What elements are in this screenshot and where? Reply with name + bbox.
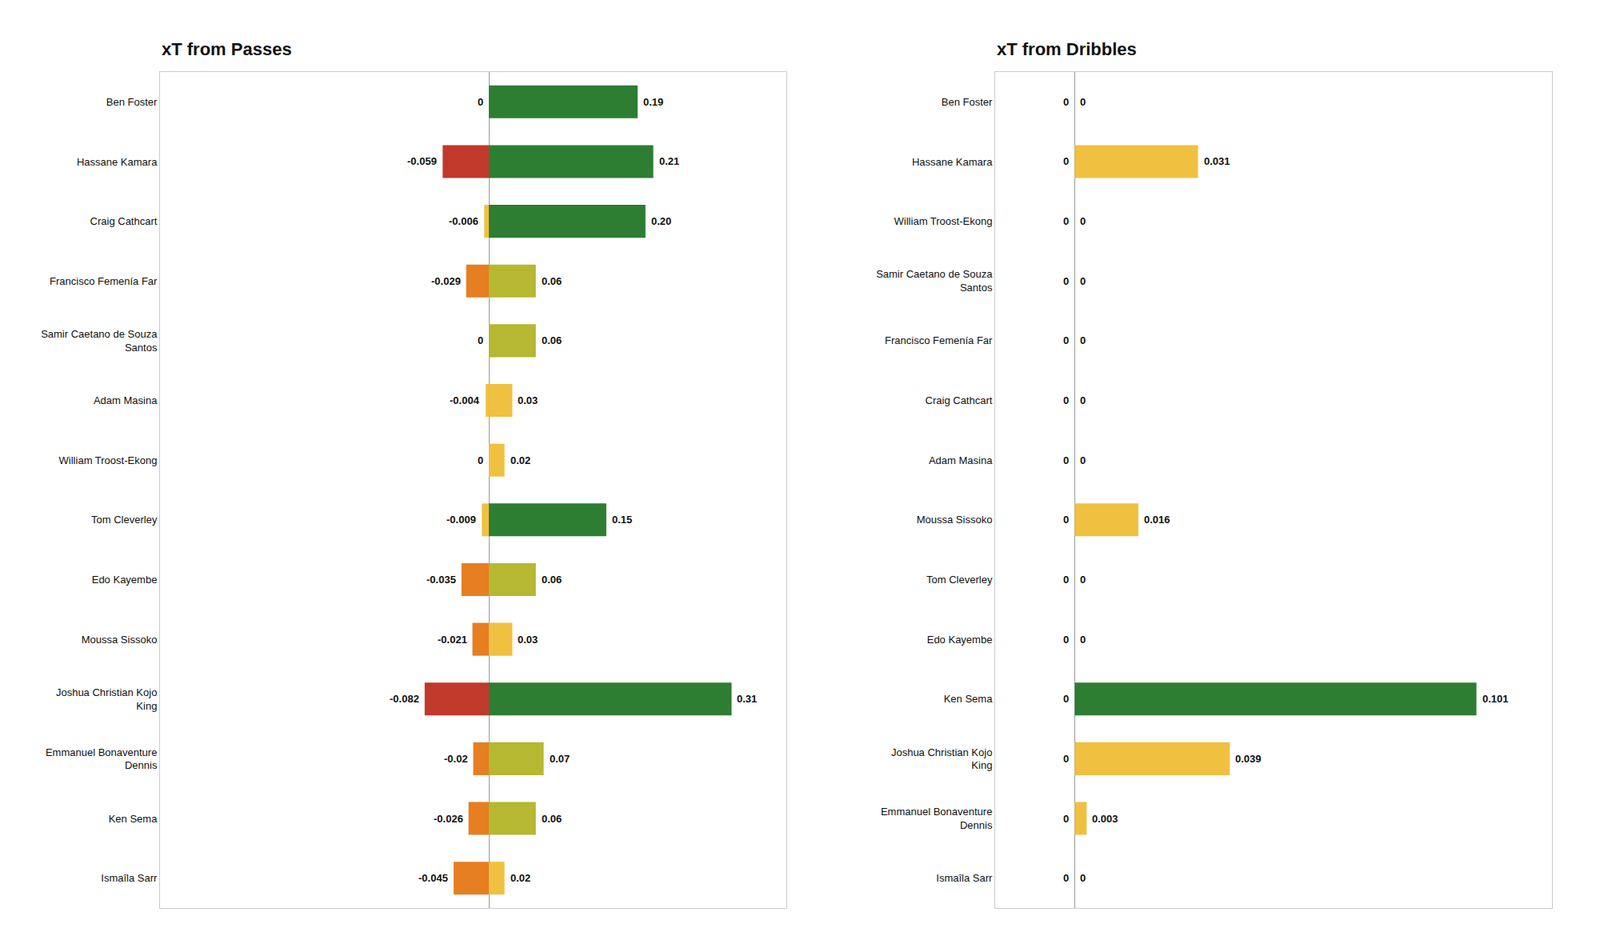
svg-text:Francisco Femenía Far: Francisco Femenía Far (884, 334, 993, 347)
svg-text:Adam Masina: Adam Masina (93, 394, 158, 407)
svg-text:Ben Foster: Ben Foster (941, 96, 993, 108)
svg-text:-0.02: -0.02 (444, 752, 468, 765)
svg-text:0: 0 (1063, 513, 1069, 526)
svg-text:xT from Dribbles: xT from Dribbles (996, 39, 1137, 60)
svg-text:0: 0 (1063, 334, 1069, 347)
svg-text:0: 0 (1080, 215, 1086, 228)
svg-text:Joshua Christian KojoKing: Joshua Christian KojoKing (891, 745, 992, 772)
svg-text:0.06: 0.06 (541, 334, 562, 347)
svg-text:Emmanuel BonaventureDennis: Emmanuel BonaventureDennis (880, 805, 993, 832)
svg-text:0: 0 (477, 96, 484, 108)
svg-text:-0.082: -0.082 (389, 692, 420, 705)
svg-text:0: 0 (1063, 752, 1069, 765)
svg-text:0: 0 (1080, 275, 1086, 288)
svg-text:Moussa Sissoko: Moussa Sissoko (81, 633, 158, 646)
svg-text:Tom Cleverley: Tom Cleverley (91, 513, 158, 526)
svg-text:Edo Kayembe: Edo Kayembe (92, 573, 158, 586)
svg-text:Joshua Christian KojoKing: Joshua Christian KojoKing (56, 686, 157, 712)
svg-text:0: 0 (1063, 692, 1069, 705)
svg-text:0: 0 (1063, 275, 1069, 288)
svg-text:0: 0 (1063, 812, 1069, 825)
svg-text:-0.004: -0.004 (449, 394, 480, 407)
svg-text:Craig Cathcart: Craig Cathcart (90, 215, 158, 228)
svg-text:William Troost-Ekong: William Troost-Ekong (894, 215, 993, 228)
svg-text:0: 0 (1063, 155, 1069, 168)
svg-text:Ken Sema: Ken Sema (108, 812, 158, 825)
svg-text:Craig Cathcart: Craig Cathcart (925, 394, 993, 407)
svg-text:Hassane Kamara: Hassane Kamara (912, 156, 993, 168)
svg-text:Emmanuel BonaventureDennis: Emmanuel BonaventureDennis (45, 745, 158, 772)
svg-text:0.15: 0.15 (612, 513, 632, 526)
svg-text:0: 0 (1080, 394, 1086, 407)
svg-text:William Troost-Ekong: William Troost-Ekong (59, 454, 158, 467)
svg-text:0.039: 0.039 (1235, 752, 1262, 765)
svg-text:0: 0 (1063, 872, 1069, 884)
svg-text:Adam Masina: Adam Masina (928, 454, 993, 467)
svg-text:0: 0 (1080, 573, 1086, 586)
svg-text:Francisco Femenía Far: Francisco Femenía Far (49, 275, 158, 288)
svg-text:0: 0 (1063, 454, 1069, 467)
svg-text:0: 0 (1080, 633, 1086, 646)
svg-text:-0.059: -0.059 (407, 155, 437, 168)
svg-text:Ismaîla Sarr: Ismaîla Sarr (936, 872, 993, 884)
svg-text:0: 0 (1063, 633, 1069, 646)
svg-text:-0.026: -0.026 (433, 812, 464, 825)
svg-text:Samir Caetano de SouzaSantos: Samir Caetano de SouzaSantos (40, 328, 158, 354)
svg-text:0: 0 (1080, 96, 1086, 108)
svg-text:xT from Passes: xT from Passes (161, 39, 292, 60)
svg-text:Hassane Kamara: Hassane Kamara (76, 156, 158, 168)
svg-text:0.02: 0.02 (510, 454, 531, 467)
svg-text:0.06: 0.06 (541, 573, 562, 586)
svg-text:0.07: 0.07 (549, 752, 570, 765)
svg-text:-0.035: -0.035 (426, 573, 456, 586)
svg-text:-0.009: -0.009 (446, 513, 476, 526)
svg-text:-0.045: -0.045 (418, 872, 448, 884)
svg-text:0.20: 0.20 (651, 215, 672, 228)
svg-text:0.06: 0.06 (541, 275, 562, 288)
svg-text:0.02: 0.02 (510, 872, 531, 884)
svg-text:0.03: 0.03 (517, 394, 538, 407)
svg-text:0: 0 (1063, 573, 1069, 586)
svg-text:0.031: 0.031 (1204, 155, 1231, 168)
svg-text:0: 0 (477, 454, 484, 467)
svg-text:-0.021: -0.021 (437, 633, 468, 646)
svg-text:0: 0 (1080, 872, 1086, 884)
svg-text:0.21: 0.21 (659, 155, 680, 168)
svg-text:Edo Kayembe: Edo Kayembe (927, 633, 993, 646)
svg-text:-0.006: -0.006 (448, 215, 479, 228)
svg-text:0.06: 0.06 (541, 812, 562, 825)
svg-text:0.19: 0.19 (643, 96, 664, 108)
svg-text:0: 0 (1080, 334, 1086, 347)
svg-text:Ken Sema: Ken Sema (944, 692, 993, 705)
svg-text:0: 0 (1063, 96, 1069, 108)
svg-text:0: 0 (477, 334, 484, 347)
svg-text:Samir Caetano de SouzaSantos: Samir Caetano de SouzaSantos (876, 268, 993, 294)
svg-text:Tom Cleverley: Tom Cleverley (926, 573, 993, 586)
svg-text:-0.029: -0.029 (431, 275, 461, 288)
svg-text:Ben Foster: Ben Foster (106, 96, 158, 108)
svg-text:0.003: 0.003 (1092, 812, 1119, 825)
svg-text:0: 0 (1063, 394, 1069, 407)
svg-text:0: 0 (1080, 454, 1086, 467)
svg-text:Moussa Sissoko: Moussa Sissoko (916, 513, 993, 526)
svg-text:0.31: 0.31 (736, 692, 757, 705)
svg-text:0.101: 0.101 (1482, 692, 1509, 705)
svg-text:0.016: 0.016 (1144, 513, 1171, 526)
svg-text:0.03: 0.03 (517, 633, 538, 646)
svg-text:0: 0 (1063, 215, 1069, 228)
svg-text:Ismaîla Sarr: Ismaîla Sarr (100, 872, 158, 884)
